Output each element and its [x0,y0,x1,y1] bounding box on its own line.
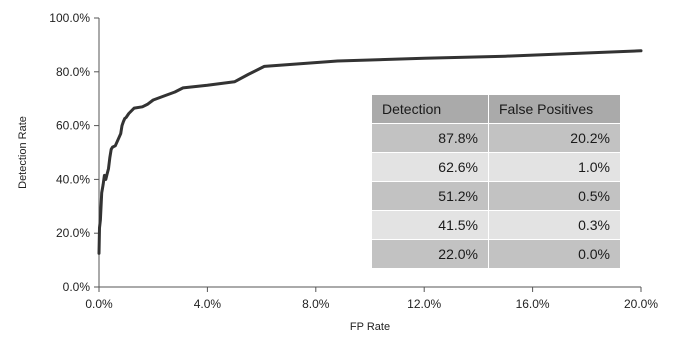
false-positive-cell: 0.5% [488,181,621,211]
table-row: 22.0% 0.0% [371,239,621,269]
x-axis-title: FP Rate [350,321,390,333]
detection-cell: 62.6% [371,152,489,182]
tick-labels: 0.0% 20.0% 40.0% 60.0% 80.0% 100.0% 0.0% 4.0% 8.… [49,11,658,311]
series-group [97,49,643,255]
y-tick-label: 20.0% [56,226,90,240]
x-tick-label: 8.0% [302,297,330,311]
table-row: 87.8% 20.2% [371,123,621,153]
detection-cell: 41.5% [371,210,489,240]
header-detection: Detection [371,94,489,124]
x-tick-label: 0.0% [85,297,113,311]
x-tick-label: 16.0% [516,297,550,311]
header-false-positives: False Positives [488,94,621,124]
x-tick-label: 4.0% [194,297,222,311]
false-positive-cell: 0.3% [488,210,621,240]
detection-table: Detection False Positives 87.8% 20.2% 62… [371,94,621,269]
y-tick-label: 80.0% [56,65,90,79]
roc-curve-line [97,49,643,255]
table-row: 62.6% 1.0% [371,152,621,182]
false-positive-cell: 1.0% [488,152,621,182]
table-header-row: Detection False Positives [371,94,621,124]
x-tick-label: 12.0% [407,297,441,311]
false-positive-cell: 20.2% [488,123,621,153]
y-tick-label: 0.0% [63,280,91,294]
x-tick-label: 20.0% [624,297,658,311]
y-tick-label: 100.0% [49,11,90,25]
detection-cell: 51.2% [371,181,489,211]
table-row: 41.5% 0.3% [371,210,621,240]
y-tick-label: 60.0% [56,119,90,133]
false-positive-cell: 0.0% [488,239,621,269]
detection-cell: 22.0% [371,239,489,269]
detection-cell: 87.8% [371,123,489,153]
y-axis-title: Detection Rate [17,116,29,189]
table-row: 51.2% 0.5% [371,181,621,211]
y-tick-label: 40.0% [56,172,90,186]
